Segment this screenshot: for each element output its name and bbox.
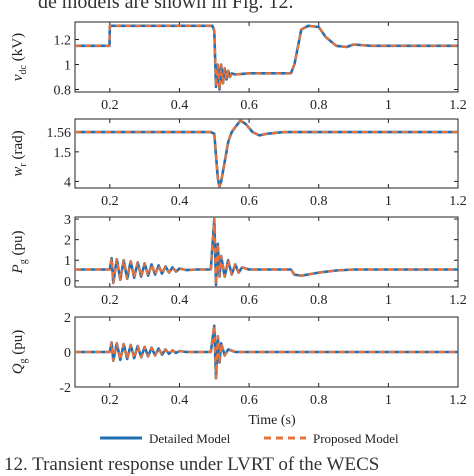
- y-axis-label: Pg (pu): [10, 231, 29, 275]
- x-tick-label: 0.2: [101, 293, 119, 308]
- y-tick-label: 2: [64, 234, 71, 249]
- axes-frame: [74, 21, 459, 93]
- y-axis-label: vdc (kV): [10, 33, 29, 81]
- series-proposed-line: [75, 324, 458, 380]
- x-tick-label: 0.6: [240, 194, 258, 209]
- axes-frame: [74, 118, 459, 189]
- y-tick-label: 1: [64, 254, 71, 269]
- x-tick-label: 1: [385, 194, 392, 209]
- x-tick-label: 1.2: [449, 98, 467, 113]
- x-tick-label: 0.8: [310, 393, 328, 408]
- panel-pg: 0.2 0.4 0.6 0.8 1 1.2 0 1 2 3 Pg (pu): [10, 213, 467, 308]
- x-tick-label: 0.8: [310, 98, 328, 113]
- x-tick-label: 0.4: [171, 393, 189, 408]
- series-proposed-line: [75, 24, 458, 91]
- y-tick-label: 0: [64, 275, 71, 290]
- x-tick-label: 0.4: [171, 293, 189, 308]
- x-tick-label: 0.6: [240, 393, 258, 408]
- x-tick-label: 1.2: [449, 194, 467, 209]
- y-tick-label: 1.2: [54, 34, 72, 49]
- y-tick-label: 4: [64, 175, 71, 190]
- x-tick-label: 0.8: [310, 293, 328, 308]
- panels-group: 0.2 0.4 0.6 0.8 1 1.2 0.8 1 1.2 vdc (kV) 0.2 0.4 0.6…: [10, 21, 467, 408]
- x-tick-label: 0.2: [101, 194, 119, 209]
- axes-frame: [74, 216, 459, 288]
- panel-vdc: 0.2 0.4 0.6 0.8 1 1.2 0.8 1 1.2 vdc (kV): [10, 21, 467, 113]
- x-tick-label: 0.2: [101, 98, 119, 113]
- panel-wr: 0.2 0.4 0.6 0.8 1 1.2 4 1.5 1.56 wr (rad): [10, 118, 467, 209]
- y-tick-label: 2: [64, 311, 71, 326]
- y-axis-label: Qg (pu): [10, 330, 29, 375]
- x-tick-label: 0.2: [101, 393, 119, 408]
- legend-label-detailed: Detailed Model: [149, 431, 231, 446]
- y-tick-label: 1.56: [47, 126, 72, 141]
- x-tick-label: 1.2: [449, 293, 467, 308]
- x-tick-label: 0.4: [171, 194, 189, 209]
- y-tick-label: 1: [64, 59, 71, 74]
- legend-label-proposed: Proposed Model: [313, 431, 399, 446]
- series-proposed-line: [75, 218, 458, 286]
- series-proposed-line: [75, 119, 458, 188]
- x-tick-label: 1.2: [449, 393, 467, 408]
- x-tick-label: 1: [385, 98, 392, 113]
- y-tick-label: -2: [59, 381, 71, 396]
- legend: Detailed Model Proposed Model: [100, 431, 399, 446]
- y-tick-label: 3: [64, 213, 71, 228]
- y-axis-label: wr (rad): [10, 130, 29, 176]
- y-tick-label: 0: [64, 346, 71, 361]
- y-tick-label: 1.5: [54, 146, 72, 161]
- x-tick-label: 1: [385, 293, 392, 308]
- x-tick-label: 0.6: [240, 293, 258, 308]
- figure-caption: 12. Transient response under LVRT of the…: [4, 454, 380, 475]
- x-axis-label: Time (s): [248, 413, 296, 428]
- x-tick-label: 0.4: [171, 98, 189, 113]
- x-tick-label: 0.6: [240, 98, 258, 113]
- y-tick-label: 0.8: [54, 84, 72, 99]
- x-tick-label: 0.8: [310, 194, 328, 209]
- panel-qg: 0.2 0.4 0.6 0.8 1 1.2 -2 0 2 Qg (pu): [10, 311, 467, 408]
- top-text-fragment: de models are shown in Fig. 12.: [38, 0, 294, 13]
- x-tick-label: 1: [385, 393, 392, 408]
